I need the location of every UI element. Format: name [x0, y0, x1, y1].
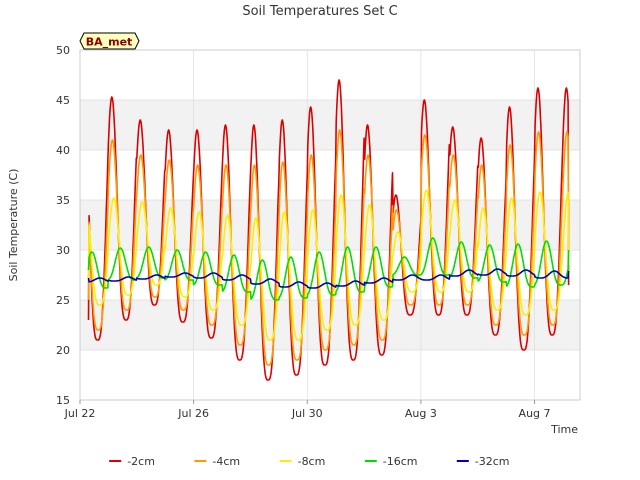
- y-axis-ticks: 15 20 25 30 35 40 45 50: [56, 44, 70, 407]
- x-tick-label: Jul 30: [291, 407, 323, 420]
- y-tick-label: 15: [56, 394, 70, 407]
- x-tick-label: Aug 3: [405, 407, 437, 420]
- y-tick-label: 20: [56, 344, 70, 357]
- series-line--8cm: [87, 189, 570, 341]
- y-tick-label: 45: [56, 94, 70, 107]
- station-badge-shape: [79, 32, 140, 50]
- x-axis-ticks: Jul 22 Jul 26 Jul 30 Aug 3 Aug 7: [64, 400, 551, 420]
- x-tick-label: Aug 7: [519, 407, 551, 420]
- legend-label: -16cm: [383, 455, 418, 468]
- legend-label: -8cm: [298, 455, 326, 468]
- y-tick-label: 25: [56, 294, 70, 307]
- plot-area: [79, 49, 581, 401]
- legend-label: -32cm: [475, 455, 510, 468]
- legend: -2cm -4cm -8cm -16cm -32cm: [109, 455, 510, 468]
- series-lines: [87, 79, 570, 381]
- legend-label: -4cm: [212, 455, 240, 468]
- plot-frame: [79, 49, 581, 401]
- y-tick-label: 50: [56, 44, 70, 57]
- series-line--16cm: [87, 237, 570, 301]
- x-tick-label: Jul 22: [64, 407, 96, 420]
- x-axis-label: Time: [550, 423, 578, 436]
- chart-title: Soil Temperatures Set C: [242, 4, 397, 19]
- station-badge: BA_met: [79, 32, 140, 50]
- shaded-band: [80, 100, 580, 150]
- series-line--4cm: [87, 129, 570, 366]
- station-badge-label: BA_met: [86, 36, 133, 49]
- y-tick-label: 40: [56, 144, 70, 157]
- y-tick-label: 35: [56, 194, 70, 207]
- y-axis-label: Soil Temperature (C): [7, 169, 20, 282]
- legend-label: -2cm: [127, 455, 155, 468]
- series-line--32cm: [87, 268, 570, 289]
- y-tick-label: 30: [56, 244, 70, 257]
- x-tick-label: Jul 26: [177, 407, 209, 420]
